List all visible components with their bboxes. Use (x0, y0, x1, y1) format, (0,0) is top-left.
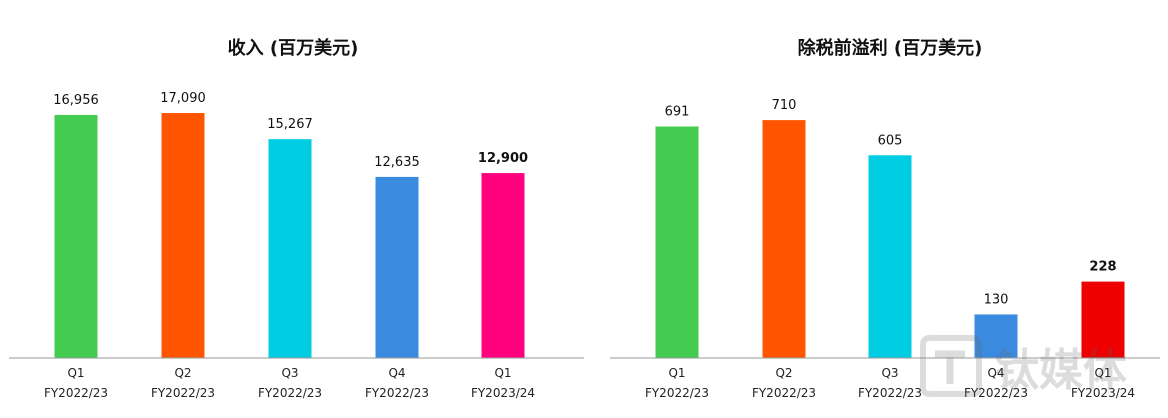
data-label: 710 (772, 98, 797, 113)
x-tick-sublabel: FY2022/23 (151, 386, 215, 400)
x-tick-sublabel: FY2022/23 (44, 386, 108, 400)
bar (974, 314, 1018, 358)
bar (481, 173, 525, 358)
data-label: 605 (878, 133, 903, 148)
data-label: 16,956 (53, 93, 99, 108)
bar (762, 120, 806, 358)
x-tick-sublabel: FY2022/23 (752, 386, 816, 400)
bar (655, 126, 699, 359)
x-tick-label: Q1 (668, 366, 685, 380)
bar (54, 114, 98, 359)
x-tick-sublabel: FY2022/23 (964, 386, 1028, 400)
x-tick-sublabel: FY2022/23 (258, 386, 322, 400)
chart-1: 收入 (百万美元) 16,956 Q1 FY2022/23 17,090 Q2 FY2022… (9, 37, 584, 400)
x-tick-label: Q2 (174, 366, 191, 380)
data-label: 228 (1089, 260, 1116, 275)
bar (868, 155, 912, 358)
x-tick-label: Q1 (494, 366, 511, 380)
chart-title: 除税前溢利 (百万美元) (798, 37, 983, 59)
bar (268, 139, 312, 358)
x-tick-label: Q3 (281, 366, 298, 380)
x-tick-label: Q4 (987, 366, 1004, 380)
x-tick-sublabel: FY2023/24 (471, 386, 535, 400)
chart-2: 除税前溢利 (百万美元) 691 Q1 FY2022/23 710 Q2 FY2022/23… (610, 37, 1160, 400)
bar (375, 176, 419, 358)
x-tick-sublabel: FY2022/23 (365, 386, 429, 400)
x-tick-label: Q2 (775, 366, 792, 380)
x-tick-sublabel: FY2022/23 (858, 386, 922, 400)
x-tick-label: Q3 (881, 366, 898, 380)
bar (161, 113, 205, 358)
x-tick-label: Q1 (67, 366, 84, 380)
data-label: 12,900 (478, 151, 528, 166)
data-label: 12,635 (374, 155, 420, 170)
x-tick-label: Q1 (1094, 366, 1111, 380)
x-tick-label: Q4 (388, 366, 405, 380)
chart-title: 收入 (百万美元) (228, 37, 359, 59)
data-label: 130 (984, 292, 1009, 307)
data-label: 15,267 (267, 117, 313, 132)
data-label: 691 (665, 104, 690, 119)
x-tick-sublabel: FY2023/24 (1071, 386, 1135, 400)
x-tick-sublabel: FY2022/23 (645, 386, 709, 400)
bar (1081, 281, 1125, 358)
data-label: 17,090 (160, 91, 206, 106)
